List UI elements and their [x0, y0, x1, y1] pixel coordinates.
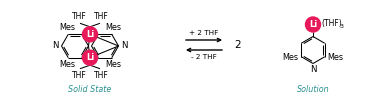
Text: Mes: Mes — [328, 53, 344, 62]
Text: Mes: Mes — [105, 60, 121, 69]
Text: Mes: Mes — [59, 60, 75, 69]
Text: (THF): (THF) — [321, 19, 342, 28]
Text: N: N — [121, 41, 127, 50]
Circle shape — [82, 27, 98, 42]
Text: Mes: Mes — [282, 53, 298, 62]
Text: 2: 2 — [235, 40, 241, 50]
Text: Mes: Mes — [59, 23, 75, 32]
Text: + 2 THF: + 2 THF — [189, 30, 218, 36]
Circle shape — [82, 50, 98, 65]
Text: THF: THF — [94, 71, 108, 80]
Circle shape — [305, 17, 321, 32]
Text: Li: Li — [86, 53, 94, 62]
Text: THF: THF — [71, 71, 87, 80]
Text: Li: Li — [86, 30, 94, 39]
Text: - 2 THF: - 2 THF — [191, 54, 217, 60]
Text: N: N — [53, 41, 59, 50]
Text: Solid State: Solid State — [68, 84, 112, 94]
Text: THF: THF — [71, 12, 87, 21]
Text: Solution: Solution — [297, 84, 329, 94]
Text: THF: THF — [94, 12, 108, 21]
Text: Mes: Mes — [105, 23, 121, 32]
Text: N: N — [310, 65, 316, 74]
Text: 3: 3 — [339, 24, 344, 29]
Text: Li: Li — [309, 20, 317, 29]
